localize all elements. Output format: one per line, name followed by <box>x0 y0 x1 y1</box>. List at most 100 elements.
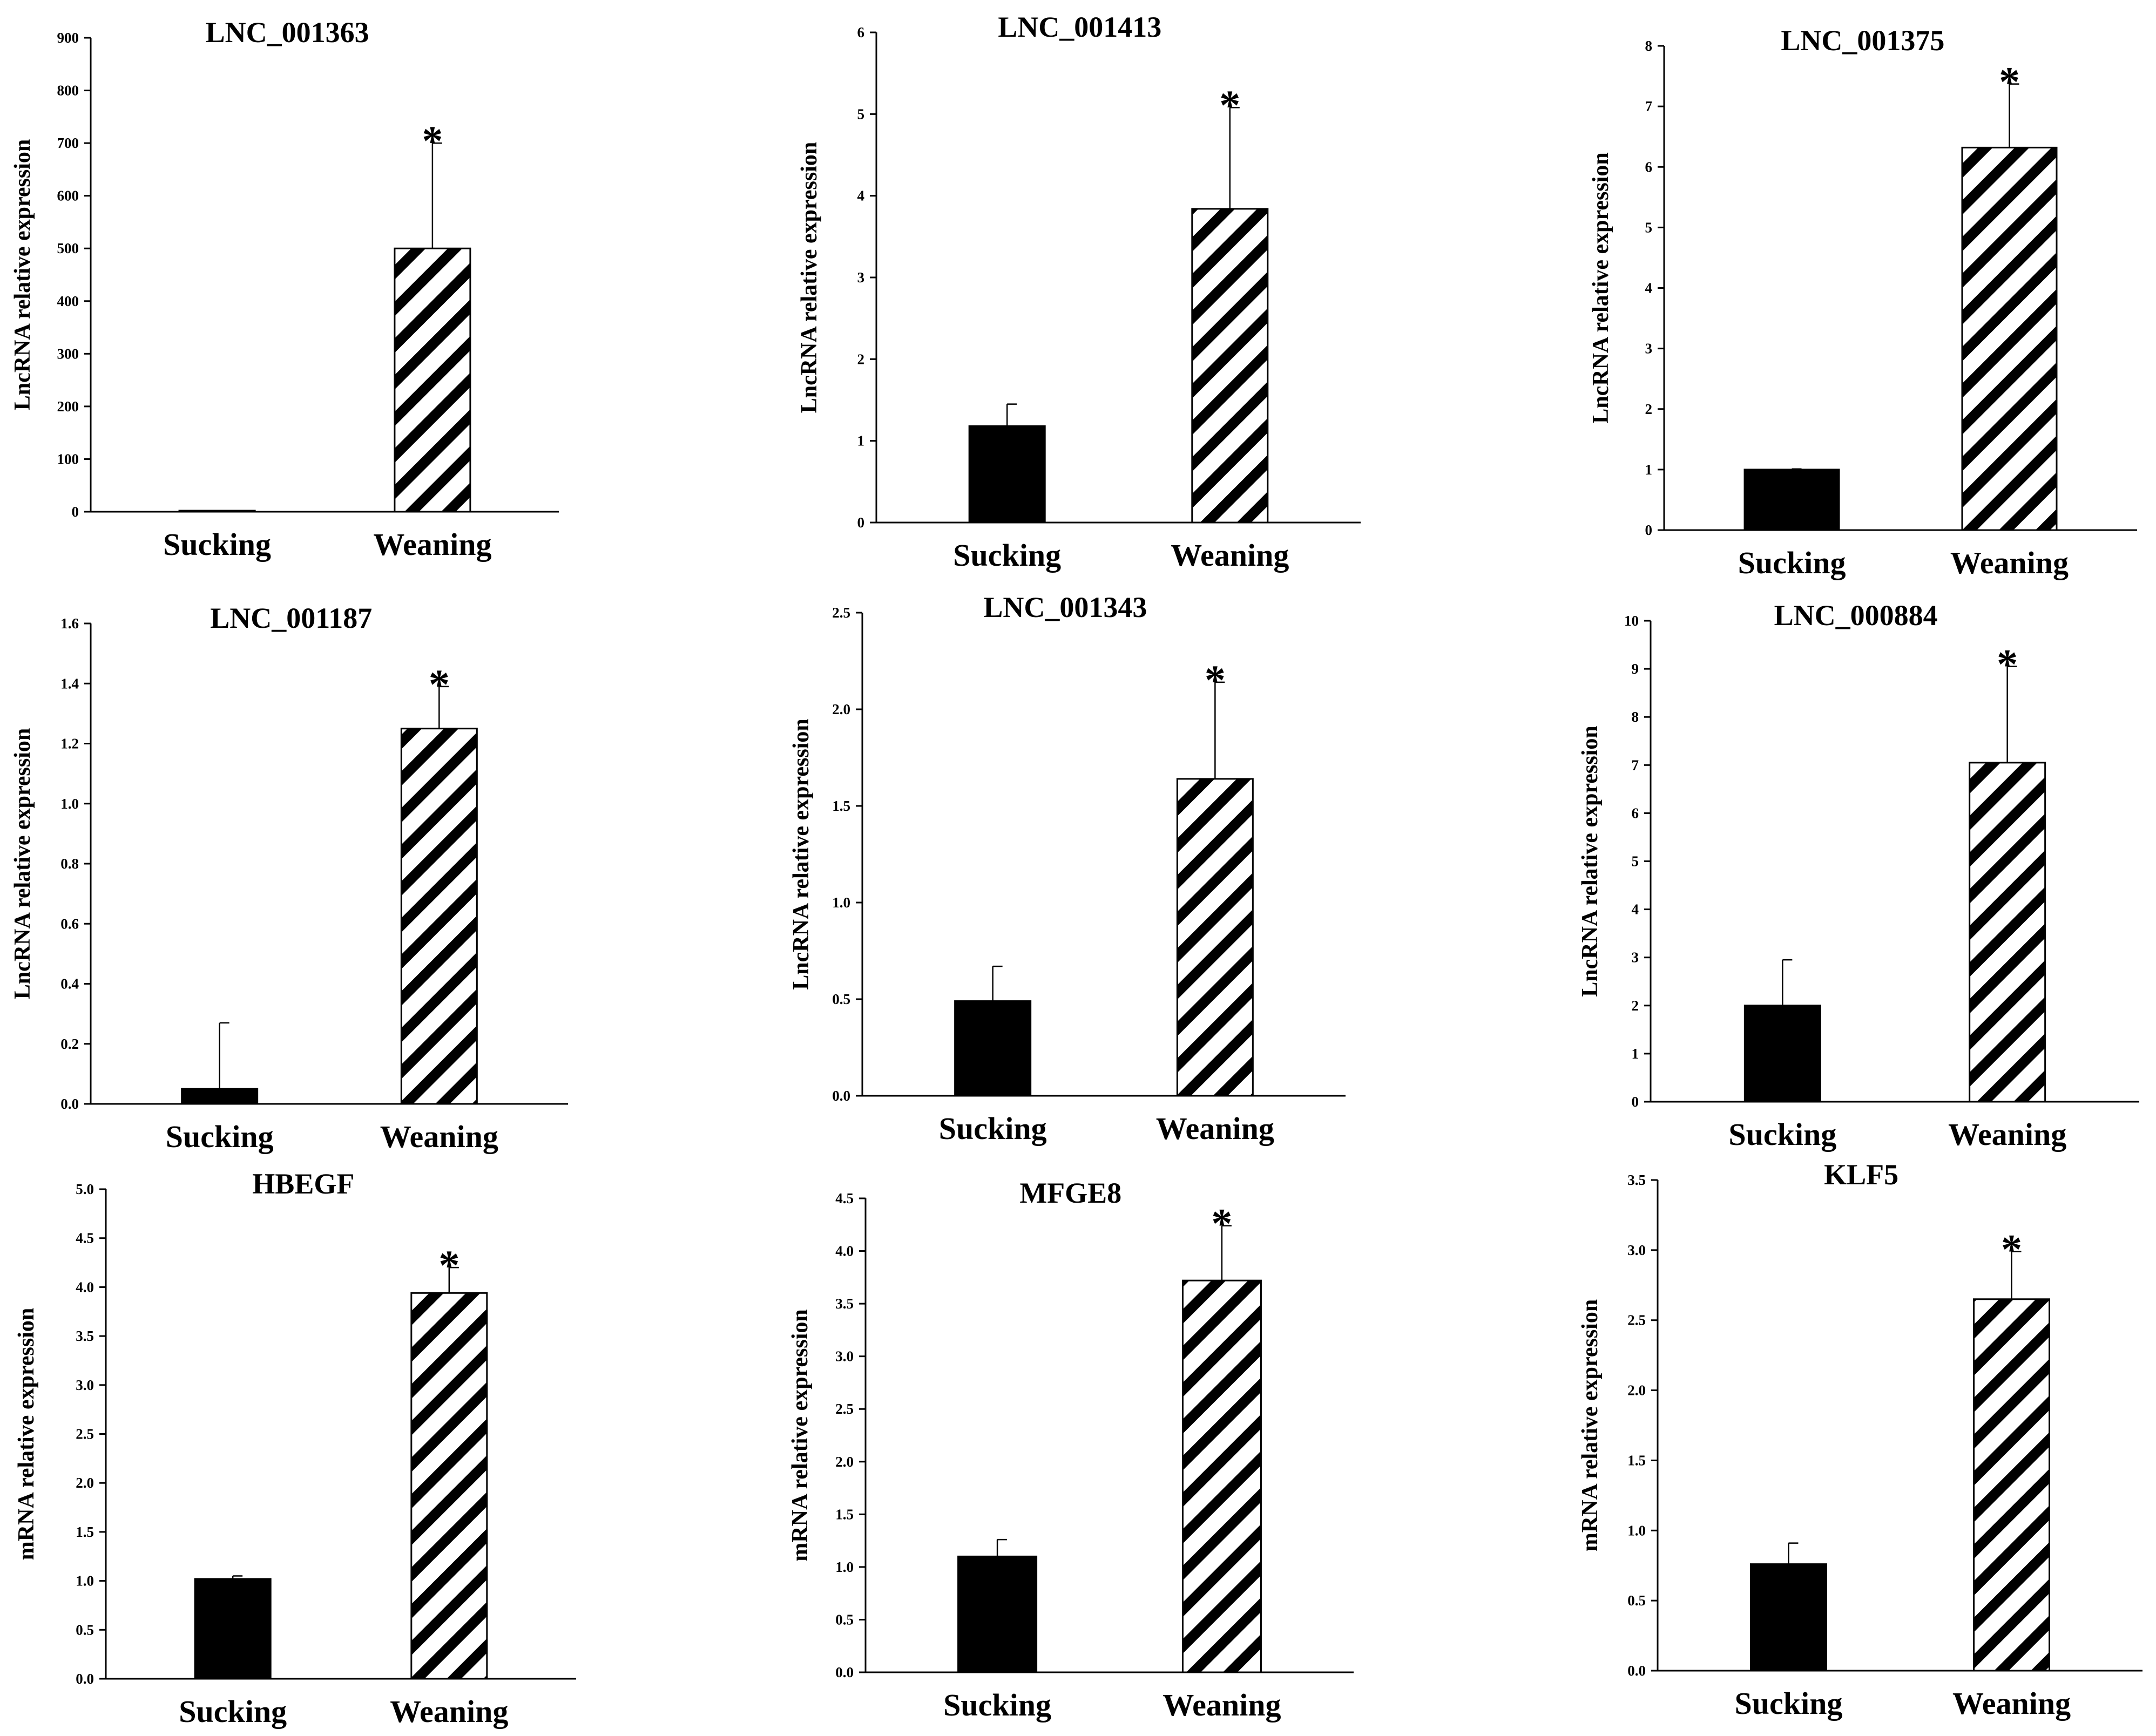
significance-asterisk: * <box>1997 641 2018 688</box>
category-label-weaning: Weaning <box>1171 538 1289 573</box>
bar-sucking <box>957 1555 1038 1673</box>
category-label-sucking: Sucking <box>943 1687 1051 1723</box>
bar-weaning <box>1969 762 2046 1103</box>
y-tick-label: 10 <box>1624 613 1639 629</box>
chart-panel-9: 0.0 0.5 1.0 1.5 2.0 2.5 3.0 3.5 mRNA relative ex… <box>1578 1158 2143 1721</box>
y-tick-label: 8 <box>1632 709 1639 725</box>
category-label-sucking: Sucking <box>939 1111 1047 1146</box>
y-tick-label: 0.4 <box>60 976 79 992</box>
y-tick-label: 1.5 <box>1627 1452 1646 1468</box>
y-tick-label: 4.5 <box>76 1230 94 1246</box>
y-tick-label: 3 <box>1632 950 1639 966</box>
y-tick-label: 4 <box>857 188 865 204</box>
y-tick-label: 0.5 <box>832 991 850 1007</box>
y-tick-label: 0.0 <box>76 1671 94 1687</box>
category-label-weaning: Weaning <box>1163 1687 1281 1723</box>
category-label-weaning: Weaning <box>1950 545 2069 580</box>
category-label-weaning: Weaning <box>1156 1111 1274 1146</box>
y-tick-label: 1.2 <box>60 736 79 752</box>
bar-weaning <box>1181 1279 1262 1673</box>
y-axis-title: LncRNA relative expression <box>1589 152 1613 423</box>
y-tick-label: 2 <box>1632 998 1639 1014</box>
chart-panel-8: 0.0 0.5 1.0 1.5 2.0 2.5 3.0 3.5 4.0 4.5 mRNA relat… <box>788 1177 1354 1723</box>
y-tick-label: 600 <box>57 188 79 204</box>
y-axis-title: mRNA relative expression <box>1578 1299 1603 1551</box>
y-tick-label: 0.2 <box>60 1036 79 1052</box>
y-tick-label: 2 <box>1645 401 1653 417</box>
y-tick-label: 5 <box>1632 853 1639 870</box>
y-tick-label: 500 <box>57 240 79 256</box>
significance-asterisk: * <box>429 661 450 708</box>
significance-asterisk: * <box>1999 58 2020 105</box>
significance-asterisk: * <box>1219 82 1240 128</box>
y-axis-title: LncRNA relative expression <box>797 142 822 413</box>
y-tick-label: 4.0 <box>76 1279 94 1295</box>
y-tick-label: 1.0 <box>76 1573 94 1589</box>
y-tick-label: 3.5 <box>1627 1172 1646 1188</box>
y-tick-label: 1.0 <box>1627 1522 1646 1538</box>
y-tick-label: 6 <box>857 24 865 40</box>
y-tick-label: 0 <box>72 504 79 520</box>
bar-sucking <box>194 1578 272 1680</box>
y-tick-label: 1.0 <box>832 894 850 911</box>
y-tick-label: 5 <box>857 106 865 122</box>
significance-asterisk: * <box>438 1242 459 1289</box>
panel-title: KLF5 <box>1824 1158 1898 1191</box>
y-tick-label: 1.5 <box>832 798 850 814</box>
bar-sucking <box>1743 469 1840 531</box>
y-tick-label: 1 <box>1645 462 1653 478</box>
y-tick-label: 4 <box>1632 901 1639 918</box>
y-tick-label: 3.0 <box>76 1377 94 1393</box>
y-tick-label: 2.0 <box>1627 1382 1646 1399</box>
category-label-sucking: Sucking <box>179 1694 287 1729</box>
chart-panel-7: 0.0 0.5 1.0 1.5 2.0 2.5 3.0 3.5 4.0 4.5 5.0 mRNA re… <box>14 1168 576 1729</box>
y-tick-label: 0.0 <box>1627 1663 1646 1679</box>
y-tick-label: 6 <box>1645 159 1653 175</box>
significance-asterisk: * <box>422 117 443 164</box>
y-tick-label: 4.0 <box>835 1243 854 1259</box>
panel-title: LNC_001413 <box>998 11 1161 43</box>
y-tick-label: 2.5 <box>1627 1312 1646 1328</box>
y-tick-label: 0.0 <box>832 1088 850 1104</box>
y-tick-label: 3.0 <box>1627 1242 1646 1258</box>
y-tick-label: 0.5 <box>76 1622 94 1638</box>
significance-asterisk: * <box>2001 1225 2022 1272</box>
bar-sucking <box>178 510 256 513</box>
y-tick-label: 2.0 <box>76 1475 94 1491</box>
panel-title: HBEGF <box>252 1168 354 1200</box>
category-label-weaning: Weaning <box>373 527 491 562</box>
panel-title: LNC_001343 <box>983 591 1147 623</box>
chart-panel-3: 0 1 2 3 4 5 6 7 8 LncRNA relative expression LNC_0… <box>1589 24 2137 580</box>
bar-weaning <box>394 247 471 513</box>
chart-panel-4: 0.0 0.2 0.4 0.6 0.8 1.0 1.2 1.4 1.6 LncRNA relati… <box>10 602 568 1154</box>
y-axis-title: mRNA relative expression <box>14 1308 39 1560</box>
y-tick-label: 200 <box>57 398 79 415</box>
bar-sucking <box>1743 1005 1821 1103</box>
chart-panel-2: 0 1 2 3 4 5 6 LncRNA relative expression LNC_001… <box>797 11 1361 573</box>
y-tick-label: 1.6 <box>60 615 79 632</box>
y-tick-label: 0.5 <box>1627 1592 1646 1609</box>
significance-asterisk: * <box>1205 656 1226 703</box>
y-tick-label: 2.0 <box>832 701 850 717</box>
y-tick-label: 2 <box>857 351 865 367</box>
y-tick-label: 5 <box>1645 219 1653 235</box>
y-tick-label: 4.5 <box>835 1190 854 1206</box>
y-tick-label: 3.0 <box>835 1348 854 1365</box>
y-tick-label: 6 <box>1632 805 1639 821</box>
y-tick-label: 2.0 <box>835 1454 854 1470</box>
y-tick-label: 1.4 <box>60 675 79 691</box>
y-axis-title: LncRNA relative expression <box>10 139 35 410</box>
y-tick-label: 1.0 <box>835 1559 854 1575</box>
bar-weaning <box>400 728 478 1105</box>
y-tick-label: 1 <box>1632 1046 1639 1062</box>
panel-title: LNC_000884 <box>1774 599 1938 632</box>
y-tick-label: 1.5 <box>835 1506 854 1522</box>
category-label-weaning: Weaning <box>1948 1117 2066 1152</box>
y-tick-label: 800 <box>57 83 79 99</box>
bar-sucking <box>968 425 1046 524</box>
category-label-weaning: Weaning <box>380 1119 498 1154</box>
bar-sucking <box>1749 1563 1827 1672</box>
y-tick-label: 3.5 <box>835 1296 854 1312</box>
chart-panel-5: 0.0 0.5 1.0 1.5 2.0 2.5 LncRNA relative expres… <box>789 591 1346 1146</box>
y-axis-title: LncRNA relative expression <box>789 718 814 989</box>
